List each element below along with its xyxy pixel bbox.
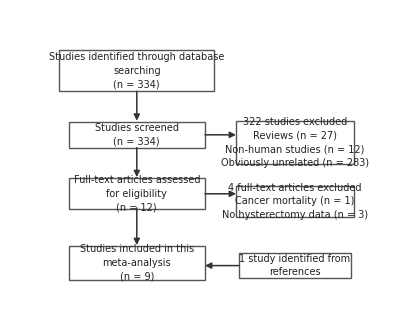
FancyBboxPatch shape — [59, 50, 214, 91]
FancyBboxPatch shape — [69, 178, 205, 209]
Text: 1 study identified from
references: 1 study identified from references — [239, 254, 350, 277]
Text: Studies screened
(n = 334): Studies screened (n = 334) — [95, 123, 179, 147]
Text: Studies identified through database
searching
(n = 334): Studies identified through database sear… — [49, 52, 224, 89]
FancyBboxPatch shape — [236, 121, 354, 164]
FancyBboxPatch shape — [69, 122, 205, 148]
Text: 322 studies excluded
Reviews (n = 27)
Non-human studies (n = 12)
Obviously unrel: 322 studies excluded Reviews (n = 27) No… — [221, 117, 369, 168]
FancyBboxPatch shape — [236, 186, 354, 217]
FancyBboxPatch shape — [239, 253, 351, 278]
Text: Full-text articles assessed
for eligibility
(n = 12): Full-text articles assessed for eligibil… — [74, 175, 200, 212]
Text: 4 full-text articles excluded
Cancer mortality (n = 1)
No hysterectomy data (n =: 4 full-text articles excluded Cancer mor… — [222, 183, 368, 220]
Text: Studies included in this
meta-analysis
(n = 9): Studies included in this meta-analysis (… — [80, 244, 194, 282]
FancyBboxPatch shape — [69, 246, 205, 280]
